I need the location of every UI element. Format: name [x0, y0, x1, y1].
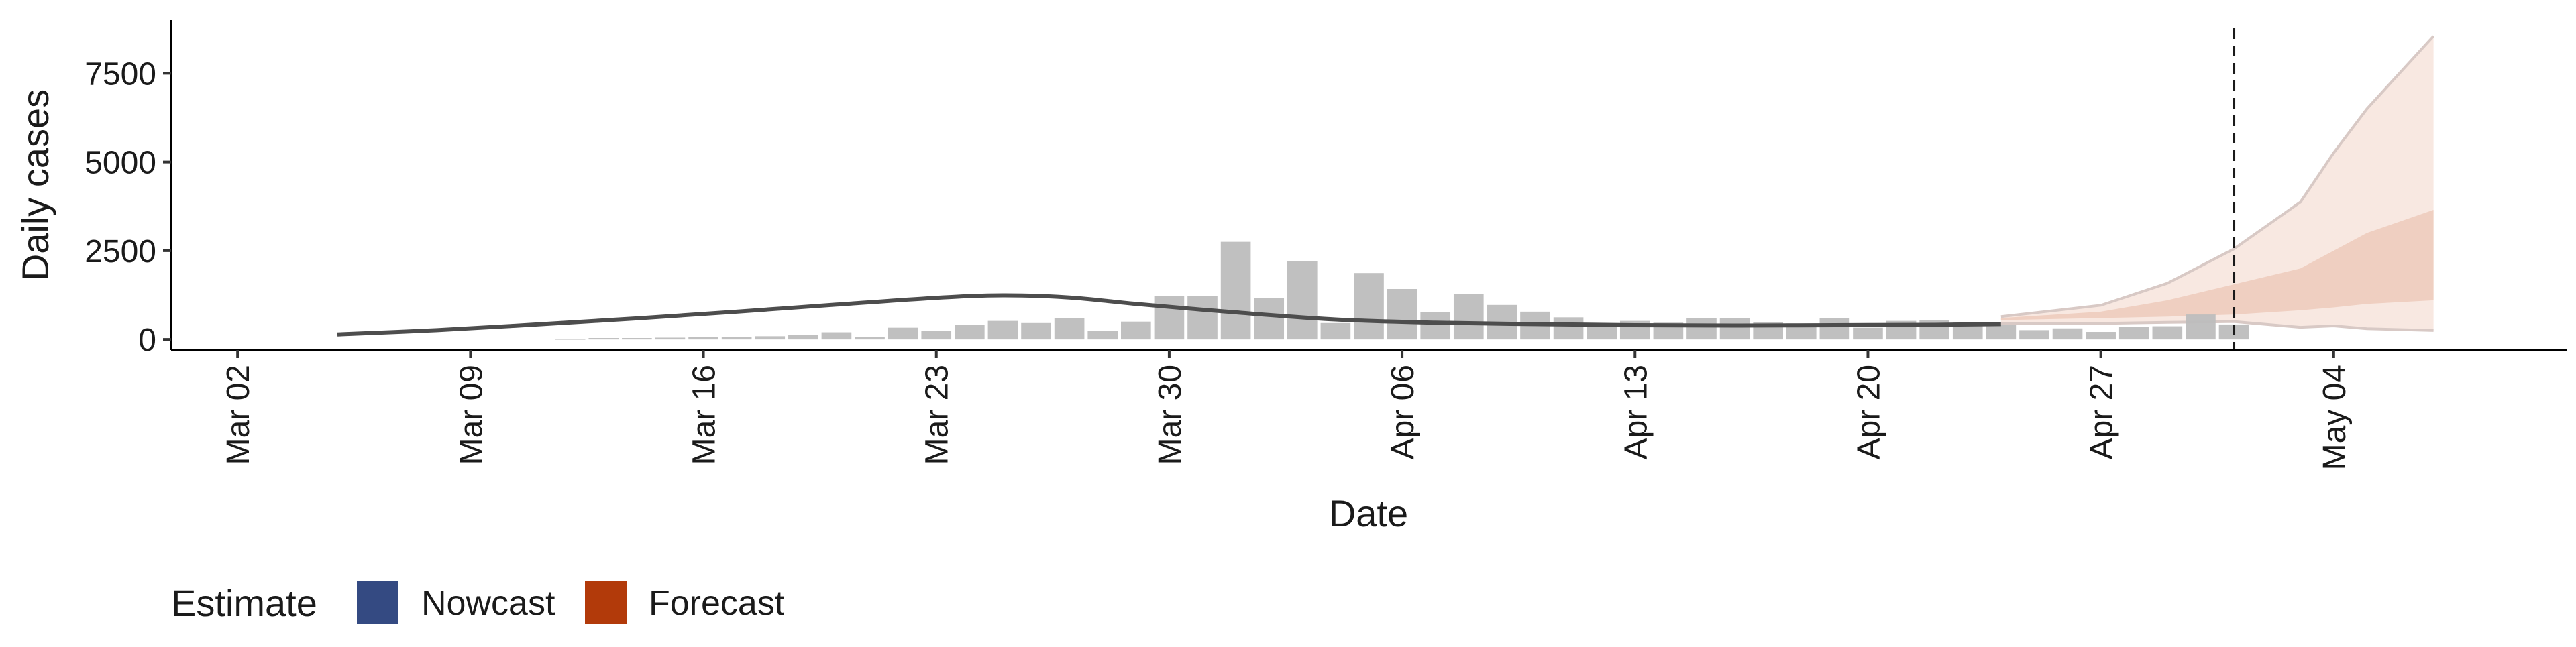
bar	[588, 338, 619, 340]
x-ticks: Mar 02 Mar 09 Mar 16 Mar 23 Mar 30 Apr 06 Apr …	[221, 350, 2353, 470]
bar	[2186, 314, 2216, 340]
axes	[170, 20, 2567, 351]
bar	[1021, 322, 1051, 340]
x-axis-title: Date	[1329, 492, 1408, 534]
bar	[1686, 318, 1717, 340]
bar	[1154, 296, 1185, 340]
x-tick-label: Apr 06	[1385, 365, 1421, 459]
y-tick-label: 7500	[85, 56, 156, 92]
legend-swatch-forecast	[585, 581, 627, 624]
bar	[788, 335, 818, 340]
legend-swatch-nowcast	[357, 581, 398, 624]
bar	[1387, 289, 1417, 340]
x-tick-label: Mar 23	[920, 365, 955, 465]
legend-label-nowcast: Nowcast	[421, 584, 555, 623]
bar	[1187, 296, 1218, 340]
y-tick-label: 0	[138, 322, 156, 358]
x-tick-label: Mar 09	[453, 365, 489, 465]
bar	[921, 331, 952, 340]
estimate-line	[337, 293, 2001, 337]
legend: Estimate Nowcast Forecast	[171, 581, 785, 624]
bar	[855, 337, 885, 340]
forecast-ribbons	[2000, 35, 2435, 332]
forecast-ribbon-upper-edge	[2000, 35, 2435, 318]
estimate-line-group	[337, 293, 2001, 337]
y-axis-title: Daily cases	[14, 89, 56, 281]
bar	[755, 336, 786, 340]
bar	[622, 338, 652, 340]
bar	[821, 332, 852, 340]
x-tick-label: Mar 30	[1152, 365, 1188, 465]
bar	[2086, 332, 2116, 340]
bar	[688, 337, 718, 340]
bar	[721, 337, 752, 340]
x-tick-label: Mar 02	[221, 365, 256, 465]
bar	[888, 327, 918, 340]
x-tick-label: Apr 13	[1618, 365, 1654, 459]
bar	[1320, 322, 1351, 340]
bar	[1819, 318, 1850, 340]
bar	[1853, 327, 1883, 340]
forecast-ribbon-inner	[2000, 210, 2434, 320]
bar	[2019, 330, 2049, 340]
bar	[1420, 312, 1451, 340]
bar	[1354, 273, 1384, 340]
bar	[1121, 321, 1151, 340]
bar	[1054, 318, 1085, 340]
y-ticks: 0 2500 5000 7500	[85, 56, 171, 358]
bar	[955, 325, 985, 340]
bar	[987, 320, 1018, 340]
bar	[1254, 298, 1285, 340]
bar	[1986, 325, 2017, 340]
bar	[2118, 327, 2149, 340]
bar	[1587, 325, 1617, 340]
x-tick-label: Apr 20	[1851, 365, 1886, 459]
x-tick-label: Mar 16	[687, 365, 722, 465]
bar	[655, 337, 686, 340]
bar	[2052, 328, 2083, 340]
y-tick-label: 2500	[85, 234, 156, 270]
bar	[1287, 261, 1318, 340]
bar	[1220, 241, 1251, 340]
legend-label-forecast: Forecast	[649, 584, 785, 623]
bar	[1719, 318, 1750, 340]
bar	[1786, 323, 1817, 340]
y-tick-label: 5000	[85, 145, 156, 181]
x-tick-label: Apr 27	[2084, 365, 2120, 459]
bar	[2152, 326, 2183, 340]
bar	[1553, 317, 1584, 340]
bar	[1087, 331, 1118, 340]
bar	[1453, 294, 1484, 340]
x-tick-label: May 04	[2317, 365, 2353, 470]
legend-title: Estimate	[171, 582, 317, 624]
forecast-ribbon-lower-edge	[2000, 320, 2434, 332]
bar	[555, 339, 586, 340]
